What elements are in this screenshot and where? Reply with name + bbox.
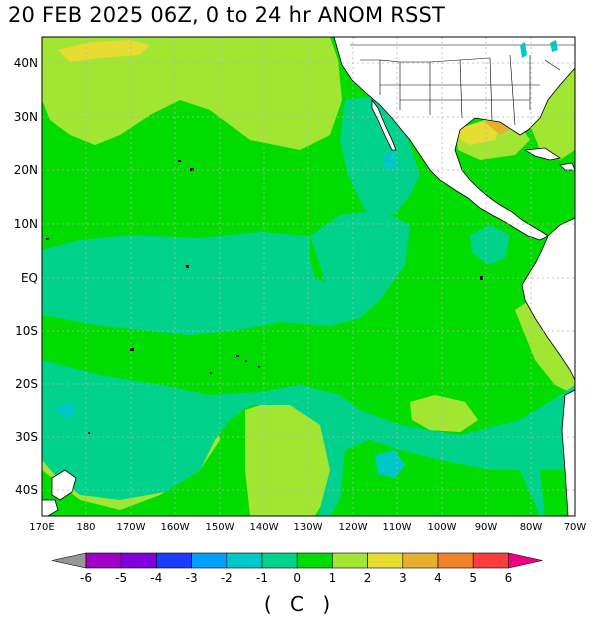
colorbar-swatch — [437, 552, 474, 569]
field-warm-peru — [515, 300, 575, 395]
field-warm-southeast-top — [410, 395, 478, 432]
colorbar-tick-label: -3 — [186, 571, 198, 585]
colorbar-tick-label: -5 — [115, 571, 127, 585]
lon-label: 120W — [339, 522, 368, 533]
graticule — [42, 37, 575, 516]
lon-label: 170W — [117, 522, 146, 533]
field-cold-patch-1 — [375, 450, 405, 478]
colorbar-swatch — [472, 552, 509, 569]
land-cuba — [523, 147, 562, 161]
colorbar-swatch — [156, 552, 192, 569]
colorbar-tick-label: 4 — [434, 571, 442, 585]
field-warm-south-central — [245, 402, 335, 516]
field-warm-north — [42, 37, 342, 150]
map-fields — [42, 37, 575, 516]
colorbar-under-arrow — [51, 552, 87, 569]
lon-axis: 170E 180 170W 160W 150W 140W 130W 120W 1… — [29, 522, 586, 533]
land-baja — [371, 98, 397, 151]
colorbar-tick-label: 0 — [293, 571, 301, 585]
colorbar-swatch — [261, 552, 298, 569]
lat-label: 10S — [15, 324, 38, 338]
colorbar-swatch — [402, 552, 439, 569]
lon-label: 160W — [161, 522, 190, 533]
colorbar-tick-label: 6 — [505, 571, 513, 585]
lat-axis: 40N 30N 20N 10N EQ 10S 20S 30S 40S — [14, 56, 38, 497]
colorbar-tick-label: 2 — [364, 571, 372, 585]
lon-label: 90W — [475, 522, 498, 533]
lat-label: 20S — [15, 377, 38, 391]
lon-label: 80W — [520, 522, 543, 533]
colorbar-tick-label: -4 — [150, 571, 162, 585]
colorbar-swatch — [226, 552, 263, 569]
field-cool-panama — [470, 225, 510, 265]
colorbar-over-arrow — [508, 552, 543, 569]
lon-label: 130W — [294, 522, 323, 533]
colorbar: -6 -5 -4 -3 -2 -1 0 1 2 3 4 5 6 — [51, 552, 543, 585]
lon-label: 140W — [250, 522, 279, 533]
colorbar-tick-label: 3 — [399, 571, 407, 585]
great-lakes-east — [550, 40, 558, 52]
units-label: ( C ) — [263, 592, 337, 616]
land-south-america — [521, 217, 575, 381]
map-title: 20 FEB 2025 06Z, 0 to 24 hr ANOM RSST — [8, 3, 446, 27]
lat-label: 30N — [14, 110, 38, 124]
state-borders — [350, 44, 575, 126]
land-hispaniola — [559, 162, 575, 171]
land-north-america — [333, 37, 575, 241]
colorbar-tick-label: 5 — [469, 571, 477, 585]
field-cold-patch-3 — [382, 152, 398, 170]
lat-label: 20N — [14, 163, 38, 177]
colorbar-swatch — [332, 552, 368, 569]
lat-label: 10N — [14, 217, 38, 231]
land-new-zealand-south — [42, 499, 59, 516]
lat-label: 30S — [15, 430, 38, 444]
field-warm-patch-gulf — [458, 122, 500, 145]
lon-label: 170E — [29, 522, 54, 533]
lon-label: 110W — [383, 522, 412, 533]
field-equatorial-notch — [310, 236, 325, 282]
lon-label: 70W — [564, 522, 587, 533]
colorbar-swatch — [85, 552, 122, 569]
colorbar-swatch — [367, 552, 404, 569]
lon-label: 150W — [206, 522, 235, 533]
lat-label: 40N — [14, 56, 38, 70]
colorbar-tick-label: 1 — [329, 571, 337, 585]
field-cool-equatorial — [42, 210, 410, 335]
lat-label: EQ — [21, 271, 38, 285]
field-warm-north-edge — [42, 100, 100, 140]
land-new-zealand — [51, 469, 77, 501]
map-frame — [41, 36, 576, 517]
field-warm-patch-nw — [58, 40, 150, 62]
colorbar-swatch — [191, 552, 228, 569]
lon-label: 180 — [76, 522, 95, 533]
field-neutral-hawaii — [125, 128, 178, 218]
colorbar-tick-label: -2 — [221, 571, 233, 585]
colorbar-swatch — [120, 552, 157, 569]
colorbar-swatch — [296, 552, 333, 569]
island-markers — [46, 160, 483, 434]
field-hot-patch-gulf — [485, 118, 512, 135]
land-chile — [561, 389, 575, 516]
lat-label: 40S — [15, 483, 38, 497]
colorbar-tick-label: -6 — [80, 571, 92, 585]
great-lakes — [520, 42, 527, 58]
colorbar-tick-label: -1 — [256, 571, 268, 585]
lon-label: 100W — [428, 522, 457, 533]
field-cold-patch-2 — [55, 403, 78, 418]
